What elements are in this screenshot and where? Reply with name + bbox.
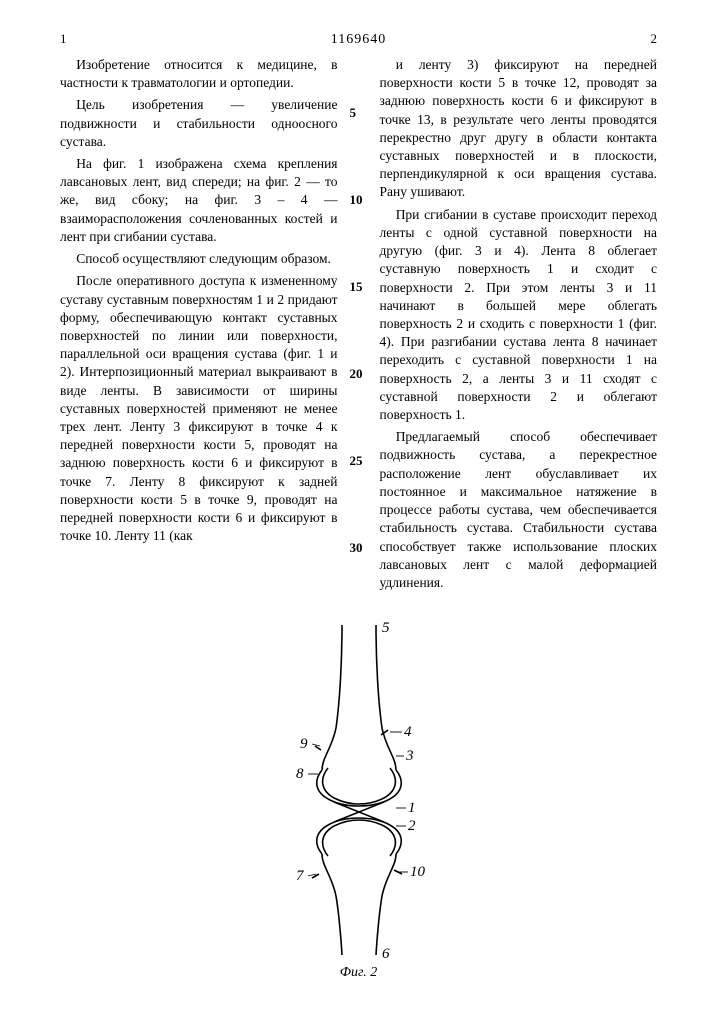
line-num: 30 [350, 539, 368, 557]
para: При сгибании в суставе происходит перехо… [380, 206, 658, 425]
fig-label-7: 7 [296, 868, 305, 884]
line-num: 5 [350, 104, 368, 122]
fig-label-4: 4 [404, 724, 412, 740]
para: Изобретение относится к медицине, в част… [60, 56, 338, 92]
fig-label-10: 10 [410, 864, 426, 880]
patent-header: 1 1169640 2 [60, 30, 657, 50]
fig-label-6: 6 [382, 946, 390, 960]
patent-number: 1169640 [67, 31, 651, 50]
para: Способ осуществляют следующим образом. [60, 250, 338, 268]
line-numbers: 5 10 15 20 25 30 [350, 56, 368, 596]
joint-diagram: 5 4 3 9 8 1 2 7 10 6 [264, 620, 454, 960]
col-right-number: 2 [651, 30, 658, 48]
line-num: 25 [350, 452, 368, 470]
fig-label-1: 1 [408, 800, 416, 816]
text-columns: Изобретение относится к медицине, в част… [60, 56, 657, 596]
para: На фиг. 1 изображена схема крепления лав… [60, 155, 338, 246]
line-num: 20 [350, 365, 368, 383]
fig-label-5: 5 [382, 620, 390, 636]
left-column: Изобретение относится к медицине, в част… [60, 56, 338, 596]
para: Цель изобретения — увеличение подвижност… [60, 96, 338, 151]
line-num: 10 [350, 191, 368, 209]
fig-label-2: 2 [408, 818, 416, 834]
figure-caption: Фиг. 2 [60, 964, 657, 983]
fig-label-8: 8 [296, 766, 304, 782]
line-num: 15 [350, 278, 368, 296]
para: и ленту 3) фиксируют на передней поверхн… [380, 56, 658, 202]
para: После оперативного доступа к измененному… [60, 272, 338, 545]
para: Предлагаемый способ обеспечивает подвижн… [380, 428, 658, 592]
figure-2: 5 4 3 9 8 1 2 7 10 6 Фиг. [60, 620, 657, 983]
fig-label-3: 3 [405, 748, 414, 764]
fig-label-9: 9 [300, 736, 308, 752]
right-column: и ленту 3) фиксируют на передней поверхн… [380, 56, 658, 596]
